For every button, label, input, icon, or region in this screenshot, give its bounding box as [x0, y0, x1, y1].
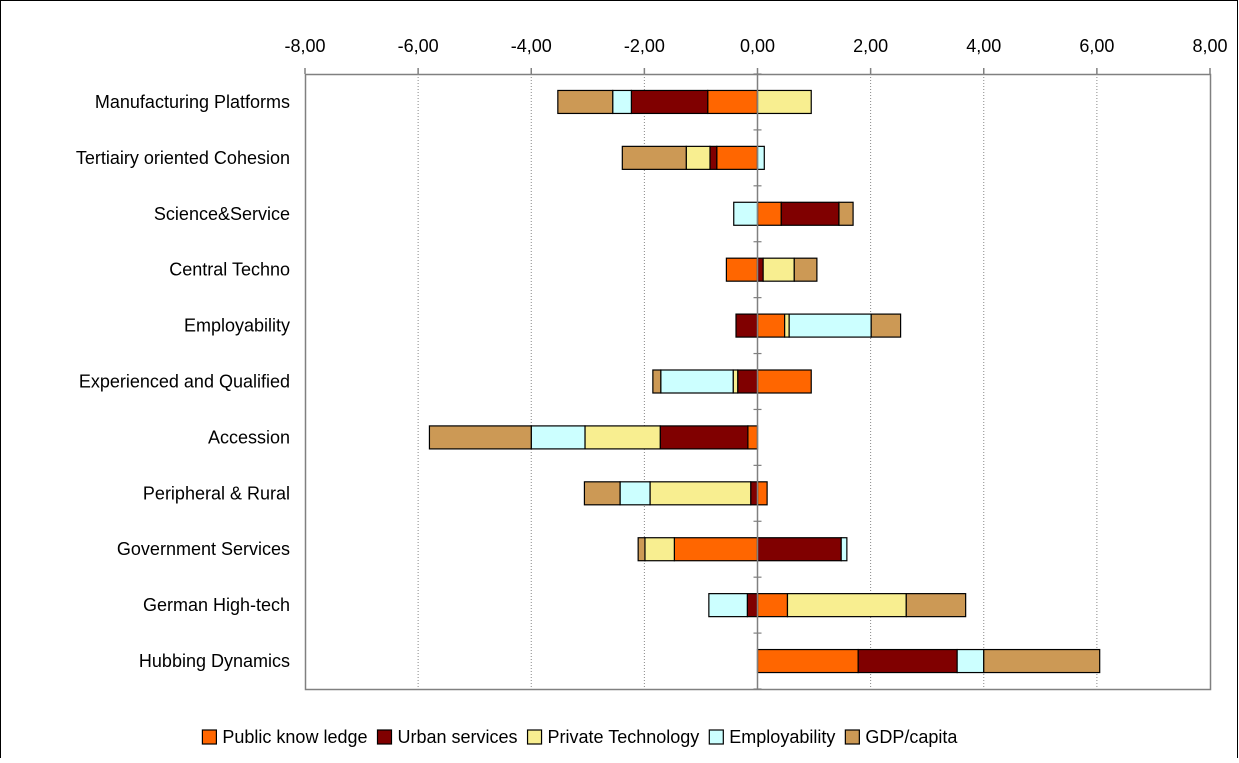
bar-segment	[619, 481, 651, 506]
legend-label: Private Technology	[548, 727, 700, 747]
bar-segment	[673, 537, 759, 562]
bar-segment	[756, 313, 786, 338]
category-label: Accession	[208, 427, 290, 447]
bar-segment	[870, 313, 902, 338]
category-label: Peripheral & Rural	[143, 483, 290, 503]
bar-segment	[756, 145, 765, 170]
bar-segment	[737, 369, 759, 394]
category-label: Science&Service	[154, 204, 290, 224]
bar-segment	[716, 145, 759, 170]
bar-segment	[746, 593, 759, 618]
x-tick-label: 2,00	[853, 36, 888, 56]
bar-segment	[621, 145, 687, 170]
bar-segment	[756, 537, 842, 562]
bar-segment	[735, 313, 759, 338]
legend-swatch	[201, 729, 217, 745]
bar-segment	[784, 313, 790, 338]
x-tick-label: -2,00	[624, 36, 665, 56]
x-tick-labels: -8,00 -6,00 -4,00 -2,00 0,00 2,00 4,00 6,00 8,00	[284, 36, 1227, 56]
bar-segment	[630, 89, 709, 115]
bar-segment	[840, 537, 848, 562]
bar-segment	[756, 89, 812, 115]
bar-segment	[707, 89, 759, 115]
category-label: Tertiairy oriented Cohesion	[76, 148, 290, 168]
bar-segment	[583, 481, 621, 506]
bar-segment	[428, 425, 532, 450]
category-label: Experienced and Qualified	[79, 372, 290, 392]
legend-swatch	[376, 729, 393, 745]
legend-swatch	[526, 729, 543, 745]
bar-segment	[756, 481, 768, 506]
bar-segment	[750, 481, 759, 506]
x-tick-label: -4,00	[511, 36, 552, 56]
bar-segment	[756, 201, 782, 226]
category-label: Employability	[184, 316, 290, 336]
legend-label: GDP/capita	[865, 727, 958, 747]
bar-segment	[793, 257, 818, 282]
bar-segment	[530, 425, 586, 450]
bar-segment	[637, 537, 646, 562]
bar-segment	[659, 425, 749, 450]
bar-segment	[652, 369, 662, 394]
bar-segment	[709, 145, 718, 170]
category-label: Government Services	[117, 539, 290, 559]
legend-label: Public know ledge	[222, 727, 367, 747]
legend-swatch	[844, 729, 860, 745]
bar-segment	[557, 89, 614, 115]
category-label: German High-tech	[143, 595, 290, 615]
bar-segment	[612, 89, 632, 115]
category-labels: Manufacturing Platforms Tertiairy oriente…	[76, 92, 290, 671]
bar-segment	[756, 257, 764, 282]
bar-segment	[756, 369, 812, 394]
bar-segment	[956, 648, 985, 674]
bars	[428, 89, 1101, 674]
bar-segment	[584, 425, 661, 450]
bar-segment	[857, 648, 958, 674]
bar-segment	[756, 593, 789, 618]
bar-segment	[708, 593, 748, 618]
bar-segment	[838, 201, 854, 226]
bar-segment	[733, 201, 759, 226]
bar-segment	[649, 481, 752, 506]
bar-segment	[780, 201, 840, 226]
bar-segment	[747, 425, 759, 450]
bar-segment	[762, 257, 795, 282]
bar-segment	[756, 648, 859, 674]
x-tick-label: 4,00	[966, 36, 1001, 56]
bar-segment	[788, 313, 872, 338]
bar-segment	[732, 369, 739, 394]
legend-label: Urban services	[397, 727, 517, 747]
x-tick-label: 6,00	[1079, 36, 1114, 56]
zero-axis	[753, 73, 762, 690]
bar-segment	[644, 537, 675, 562]
bar-segment	[983, 648, 1101, 674]
x-tick-label: -6,00	[398, 36, 439, 56]
legend: Public know ledge Urban services Private T…	[201, 727, 958, 747]
category-label: Central Techno	[169, 260, 290, 280]
x-tick-label: 0,00	[740, 36, 775, 56]
bar-segment	[725, 257, 759, 282]
category-label: Hubbing Dynamics	[139, 651, 290, 671]
bar-segment	[685, 145, 711, 170]
category-label: Manufacturing Platforms	[95, 92, 290, 112]
bar-segment	[786, 593, 907, 618]
legend-swatch	[708, 729, 724, 745]
bar-segment	[905, 593, 967, 618]
x-tick-label: 8,00	[1192, 36, 1227, 56]
bar-segment	[660, 369, 734, 394]
legend-label: Employability	[729, 727, 835, 747]
x-tick-label: -8,00	[284, 36, 325, 56]
